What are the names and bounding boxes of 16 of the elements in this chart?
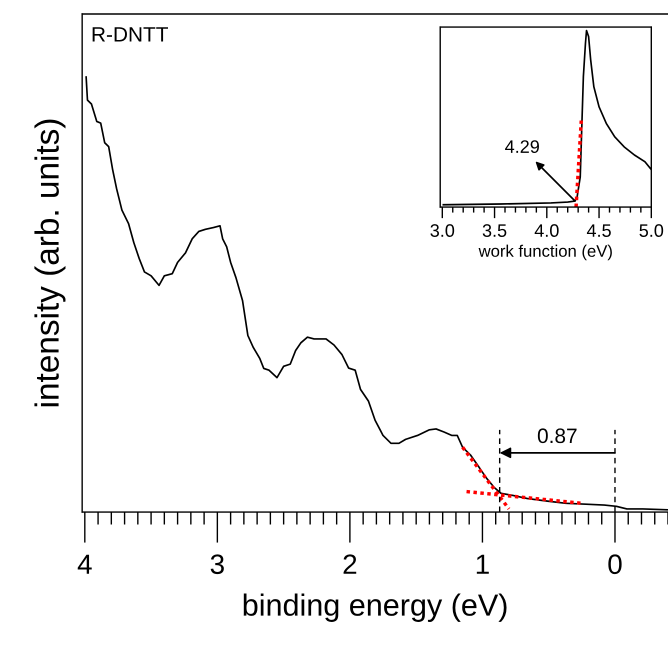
x-tick-label: 2 — [344, 554, 356, 574]
x-tick-label: 5.0 — [639, 224, 664, 237]
x-tick-label: 4 — [78, 554, 92, 574]
x-tick-label: 4.5 — [586, 224, 611, 237]
annotation: 4.29 — [505, 140, 539, 154]
x-tick-label: 3.5 — [482, 224, 506, 237]
x-tick-label: 1 — [476, 554, 489, 574]
x-axis-title: work function (eV) — [478, 244, 612, 260]
x-axis-title: binding energy (eV) — [244, 593, 507, 622]
x-tick-label: 3.0 — [430, 224, 454, 237]
y-axis-title: intensity (arb. units) — [34, 120, 66, 406]
x-tick-label: 3 — [210, 554, 224, 574]
text: R-DNTT — [92, 27, 168, 42]
annotation: 0.87 — [538, 428, 577, 444]
x-tick-label: 4.0 — [534, 224, 559, 237]
x-tick-label: 0 — [608, 554, 622, 574]
